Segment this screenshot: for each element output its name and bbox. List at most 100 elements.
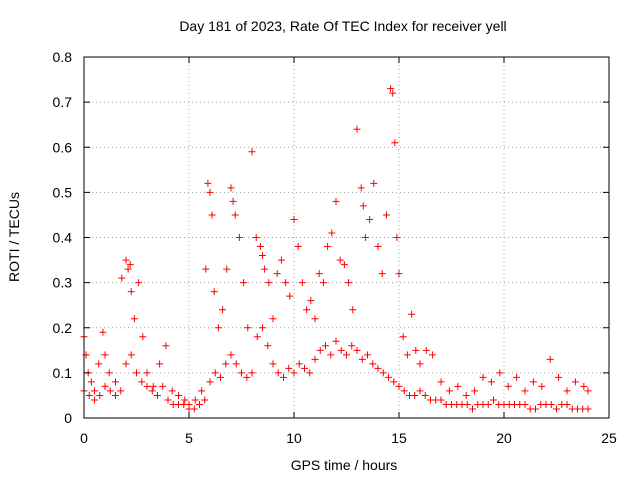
data-points xyxy=(80,85,592,413)
data-point xyxy=(400,387,408,395)
data-point xyxy=(106,387,114,395)
data-point xyxy=(190,405,198,413)
data-point xyxy=(248,369,256,377)
data-point xyxy=(416,360,424,368)
data-point xyxy=(538,382,546,390)
data-point xyxy=(156,360,164,368)
data-point xyxy=(253,333,261,341)
data-point xyxy=(135,279,143,287)
data-point xyxy=(504,382,512,390)
data-point xyxy=(319,279,327,287)
data-point xyxy=(584,405,592,413)
data-point xyxy=(105,369,113,377)
data-point xyxy=(231,211,239,219)
data-point xyxy=(277,256,285,264)
data-point xyxy=(139,333,147,341)
data-point xyxy=(348,342,356,350)
data-point xyxy=(149,382,157,390)
data-point xyxy=(259,324,266,332)
data-point xyxy=(124,265,132,273)
data-point xyxy=(358,355,366,363)
data-point xyxy=(133,369,140,377)
data-point xyxy=(343,351,350,359)
data-point xyxy=(311,355,319,363)
data-point xyxy=(369,360,377,368)
data-point xyxy=(298,279,306,287)
data-point xyxy=(340,261,348,269)
data-point xyxy=(364,351,371,359)
data-point xyxy=(148,387,156,395)
data-point xyxy=(175,391,182,399)
y-tick-label: 0.4 xyxy=(53,230,73,246)
x-tick-label: 10 xyxy=(286,430,302,446)
y-tick-label: 0.1 xyxy=(53,365,73,381)
data-point xyxy=(553,405,560,413)
data-point xyxy=(122,360,130,368)
data-point xyxy=(256,243,264,251)
y-tick-label: 0.5 xyxy=(53,184,73,200)
data-point xyxy=(378,270,386,278)
data-point xyxy=(580,382,588,390)
data-point xyxy=(210,288,218,296)
data-point xyxy=(303,306,311,314)
data-point xyxy=(101,351,109,359)
data-point xyxy=(385,373,392,381)
data-point xyxy=(387,85,395,93)
data-point xyxy=(95,360,103,368)
data-point xyxy=(280,373,287,381)
data-point xyxy=(332,197,340,205)
data-point xyxy=(196,400,203,408)
data-point xyxy=(532,405,539,413)
x-tick-label: 15 xyxy=(391,430,407,446)
data-point xyxy=(563,387,571,395)
data-point xyxy=(307,297,315,305)
data-point xyxy=(393,234,401,241)
data-point xyxy=(181,396,189,404)
data-point xyxy=(306,369,314,377)
data-point xyxy=(204,179,212,187)
data-point xyxy=(217,373,224,381)
data-point xyxy=(412,346,420,354)
data-point xyxy=(345,279,353,287)
data-point xyxy=(366,215,374,223)
data-point xyxy=(370,179,378,187)
data-point xyxy=(201,396,209,404)
data-point xyxy=(389,89,397,97)
data-point xyxy=(391,139,399,147)
data-point xyxy=(496,369,504,377)
data-point xyxy=(353,125,361,133)
data-point xyxy=(235,234,243,241)
data-point xyxy=(403,351,411,359)
data-point xyxy=(521,400,529,408)
data-point xyxy=(238,369,245,377)
data-point xyxy=(240,279,248,287)
data-point xyxy=(259,252,266,260)
data-point xyxy=(101,382,109,390)
data-point xyxy=(154,391,161,399)
y-tick-label: 0.7 xyxy=(53,94,73,110)
x-tick-label: 5 xyxy=(185,430,193,446)
data-point xyxy=(112,391,119,399)
data-point xyxy=(273,270,281,278)
data-point xyxy=(282,279,290,287)
x-axis-label: GPS time / hours xyxy=(291,457,398,473)
data-point xyxy=(232,360,240,368)
data-point xyxy=(327,351,335,359)
data-point xyxy=(227,351,235,359)
data-point xyxy=(490,396,497,404)
data-point xyxy=(395,270,403,278)
data-point xyxy=(399,333,407,341)
data-point xyxy=(349,306,357,314)
data-point xyxy=(382,211,390,219)
data-point xyxy=(159,382,167,390)
data-point xyxy=(244,324,252,332)
data-point xyxy=(96,391,104,399)
data-point xyxy=(322,342,329,350)
data-point xyxy=(361,234,369,241)
data-point xyxy=(471,387,479,395)
plot-frame xyxy=(83,56,610,419)
data-point xyxy=(164,396,172,404)
data-point xyxy=(143,382,151,390)
